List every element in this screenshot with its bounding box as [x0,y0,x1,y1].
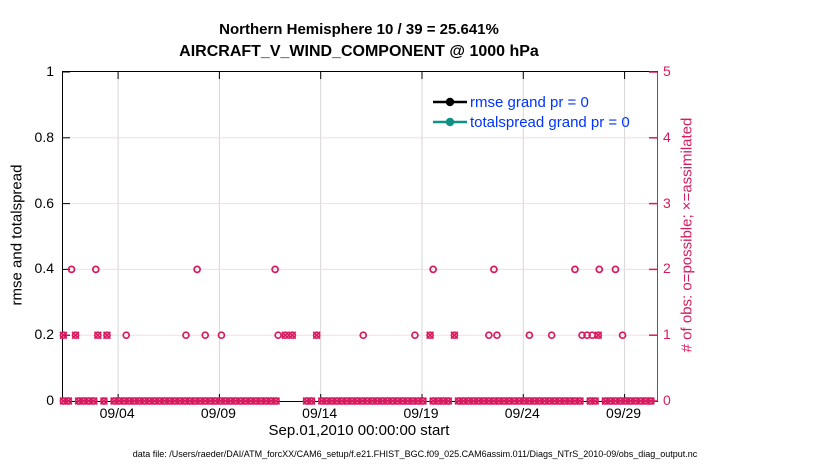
y-right-tick-label: 3 [663,194,671,211]
line-dot-marker-icon [433,117,467,127]
y-left-tick-label: 0.4 [34,260,54,277]
chart-subtitle: AIRCRAFT_V_WIND_COMPONENT @ 1000 hPa [179,43,539,60]
y-left-tick-label: 0.6 [34,194,54,211]
x-tick-label: 09/09 [200,405,236,421]
legend-label-rmse: rmse grand pr = 0 [470,93,589,111]
y-right-tick-label: 5 [663,63,671,79]
y-axis-label-right: # of obs: o=possible; ×=assimilated [678,117,696,353]
y-left-tick-label: 0.2 [34,326,54,343]
y-axis-label-left: rmse and totalspread [8,164,26,306]
legend: rmse grand pr = 0 totalspread grand pr =… [433,92,630,132]
legend-item-rmse: rmse grand pr = 0 [433,92,630,112]
x-axis-label: Sep.01,2010 00:00:00 start [268,422,450,439]
legend-item-totalspread: totalspread grand pr = 0 [433,112,630,132]
horizontal-gridlines [63,137,657,336]
plot-canvas [59,71,657,406]
x-tick-label: 09/04 [99,405,135,421]
y-right-tick-label: 4 [663,128,671,145]
data-file-path: data file: /Users/raeder/DAI/ATM_forcXX/… [132,449,698,459]
legend-label-totalspread: totalspread grand pr = 0 [470,113,630,131]
y-right-tick-label: 2 [663,260,671,277]
y-right-tick-label: 1 [663,326,671,343]
vertical-gridlines [117,72,626,401]
y-left-tick-label: 1 [46,63,54,79]
y-left-tick-label: 0 [46,392,54,408]
obs-count-markers [59,265,655,406]
y-left-tick-label: 0.8 [34,128,54,145]
y-right-tick-label: 0 [663,392,671,408]
chart-title: Northern Hemisphere 10 / 39 = 25.641% [219,21,499,38]
plot-area [59,71,658,406]
line-dot-marker-icon [433,97,467,107]
x-tick-label: 09/24 [504,405,540,421]
x-tick-label: 09/29 [606,405,642,421]
x-tick-label: 09/19 [403,405,439,421]
x-tick-label: 09/14 [302,405,338,421]
